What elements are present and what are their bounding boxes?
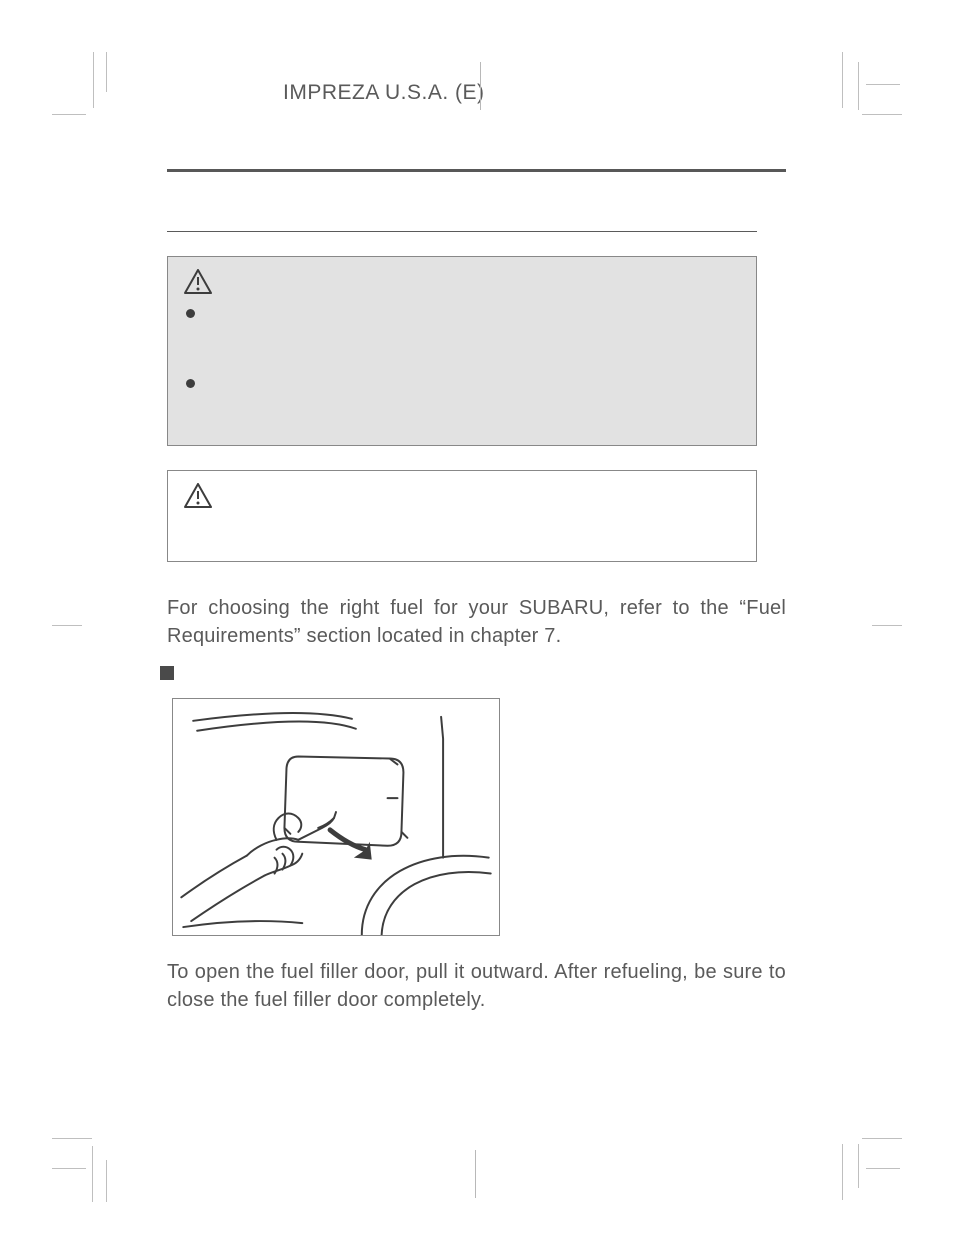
crop-mark bbox=[106, 1160, 107, 1202]
crop-mark bbox=[866, 84, 900, 85]
crop-mark bbox=[858, 1144, 859, 1188]
page: IMPREZA U.S.A. (E) For choosing the righ… bbox=[0, 0, 954, 1260]
crop-mark bbox=[93, 52, 94, 108]
bullet-icon bbox=[186, 309, 195, 318]
crop-mark bbox=[862, 1138, 902, 1139]
crop-mark bbox=[858, 62, 859, 110]
crop-mark bbox=[92, 1146, 93, 1202]
crop-mark bbox=[52, 1138, 92, 1139]
warning-triangle-icon bbox=[184, 483, 212, 508]
warning-box bbox=[167, 256, 757, 446]
crop-mark bbox=[52, 625, 82, 626]
square-bullet-icon bbox=[160, 666, 174, 680]
section-rule bbox=[167, 169, 786, 172]
crop-mark bbox=[872, 625, 902, 626]
crop-mark bbox=[862, 114, 902, 115]
footer-divider bbox=[475, 1150, 476, 1198]
crop-mark bbox=[866, 1168, 900, 1169]
crop-mark bbox=[842, 1144, 843, 1200]
figure-fuel-filler-door bbox=[172, 698, 500, 936]
crop-mark bbox=[842, 52, 843, 108]
warning-triangle-icon bbox=[184, 269, 212, 294]
header-model-line: IMPREZA U.S.A. (E) bbox=[283, 81, 485, 105]
section-sub-rule bbox=[167, 231, 757, 232]
crop-mark bbox=[52, 1168, 86, 1169]
caution-box bbox=[167, 470, 757, 562]
crop-mark bbox=[52, 114, 86, 115]
body-paragraph-fuel-door-operation: To open the fuel filler door, pull it ou… bbox=[167, 958, 786, 1014]
bullet-icon bbox=[186, 379, 195, 388]
crop-mark bbox=[106, 52, 107, 92]
body-paragraph-fuel-requirements: For choosing the right fuel for your SUB… bbox=[167, 594, 786, 650]
header-divider bbox=[480, 62, 481, 110]
